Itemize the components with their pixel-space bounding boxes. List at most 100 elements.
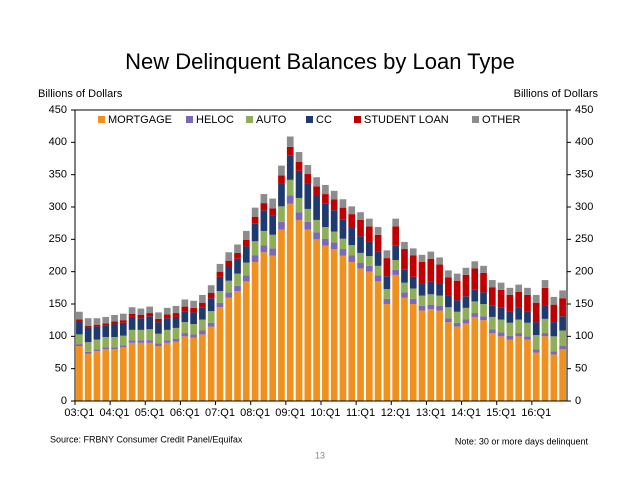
- bar-segment: [199, 319, 206, 331]
- bar-segment: [225, 252, 233, 261]
- bar-segment: [445, 295, 452, 308]
- bar-segment: [392, 218, 400, 227]
- bar-segment: [532, 352, 540, 401]
- bar-segment: [383, 298, 391, 304]
- bar-segment: [76, 344, 83, 347]
- bar-segment: [207, 285, 215, 294]
- bar-segment: [119, 322, 127, 336]
- bar-segment: [119, 313, 127, 321]
- bar-segment: [515, 333, 523, 337]
- y-tick-label: 50: [55, 363, 67, 375]
- bar-segment: [488, 316, 496, 330]
- x-tick-label: 08:Q1: [240, 407, 270, 419]
- bar-segment: [453, 326, 461, 401]
- bar-segment: [278, 183, 285, 207]
- bar-segment: [234, 244, 241, 253]
- legend-label: HELOC: [196, 114, 234, 126]
- bar-segment: [524, 339, 531, 401]
- bar-segment: [348, 214, 356, 228]
- bar-segment: [322, 203, 329, 228]
- bar-segment: [313, 232, 320, 240]
- bar-segment: [84, 351, 92, 354]
- bar-segment: [102, 347, 110, 350]
- bar-segment: [269, 234, 277, 249]
- bar-segment: [119, 320, 127, 323]
- bar-segment: [84, 327, 92, 343]
- bar-segment: [216, 276, 224, 292]
- bar-segment: [330, 249, 338, 401]
- legend-swatch: [186, 116, 193, 123]
- bar-segment: [418, 254, 426, 262]
- bar-segment: [119, 335, 127, 346]
- y2-tick-label: 0: [575, 395, 581, 407]
- bar-segment: [339, 219, 347, 239]
- y2-tick-label: 450: [575, 104, 593, 116]
- bar-segment: [190, 337, 197, 401]
- bar-segment: [497, 282, 505, 290]
- bar-segment: [146, 340, 154, 343]
- legend-swatch: [354, 116, 361, 123]
- bar-segment: [550, 336, 558, 352]
- bar-segment: [163, 314, 171, 319]
- bar-segment: [111, 324, 118, 337]
- bar-segment: [225, 280, 233, 293]
- bar-segment: [497, 332, 505, 337]
- bar-segment: [541, 305, 549, 319]
- bar-segment: [242, 239, 250, 247]
- bar-segment: [269, 215, 277, 235]
- bar-segment: [348, 245, 356, 256]
- bar-segment: [445, 277, 452, 296]
- bar-segment: [515, 336, 523, 401]
- bar-segment: [541, 280, 549, 288]
- bar-segment: [365, 218, 373, 227]
- bar-segment: [216, 291, 224, 303]
- bar-segment: [383, 289, 391, 299]
- bar-segment: [462, 319, 470, 324]
- bar-segment: [163, 318, 171, 330]
- bar-segment: [436, 310, 443, 401]
- bar-segment: [128, 307, 136, 314]
- bar-segment: [76, 334, 83, 345]
- bar-segment: [515, 291, 523, 308]
- bar-segment: [480, 320, 487, 401]
- bar-segment: [418, 305, 426, 311]
- bar-segment: [330, 242, 338, 250]
- bar-segment: [409, 276, 417, 289]
- bar-segment: [93, 324, 101, 327]
- bar-segment: [190, 324, 197, 335]
- bar-segment: [330, 231, 338, 243]
- bar-segment: [427, 281, 435, 295]
- bar-segment: [480, 265, 487, 273]
- bar-segment: [278, 221, 285, 230]
- bar-segment: [445, 270, 452, 278]
- bar-segment: [488, 329, 496, 334]
- bar-segment: [436, 264, 443, 284]
- y2-tick-label: 350: [575, 169, 593, 181]
- x-tick-label: 03:Q1: [64, 407, 94, 419]
- bar-segment: [348, 206, 356, 215]
- bar-segment: [357, 268, 364, 401]
- bar-segment: [251, 261, 259, 401]
- bar-segment: [128, 316, 136, 330]
- bar-segment: [471, 268, 479, 290]
- bar-segment: [163, 307, 171, 315]
- x-tick-label: 11:Q1: [346, 407, 375, 419]
- bar-segment: [155, 312, 162, 319]
- bar-segment: [374, 275, 382, 282]
- bar-segment: [251, 241, 259, 256]
- bar-segment: [163, 342, 171, 401]
- bar-segment: [93, 351, 101, 401]
- bar-segment: [146, 329, 154, 341]
- bar-segment: [339, 249, 347, 256]
- bar-segment: [102, 325, 110, 337]
- x-tick-label: 12:Q1: [381, 407, 411, 419]
- bar-segment: [119, 345, 127, 348]
- bar-segment: [357, 252, 364, 263]
- bar-segment: [418, 261, 426, 284]
- bar-segment: [295, 152, 303, 162]
- x-tick-label: 14:Q1: [451, 407, 481, 419]
- bar-segment: [278, 165, 285, 176]
- bar-segment: [190, 307, 197, 313]
- bar-segment: [269, 255, 277, 401]
